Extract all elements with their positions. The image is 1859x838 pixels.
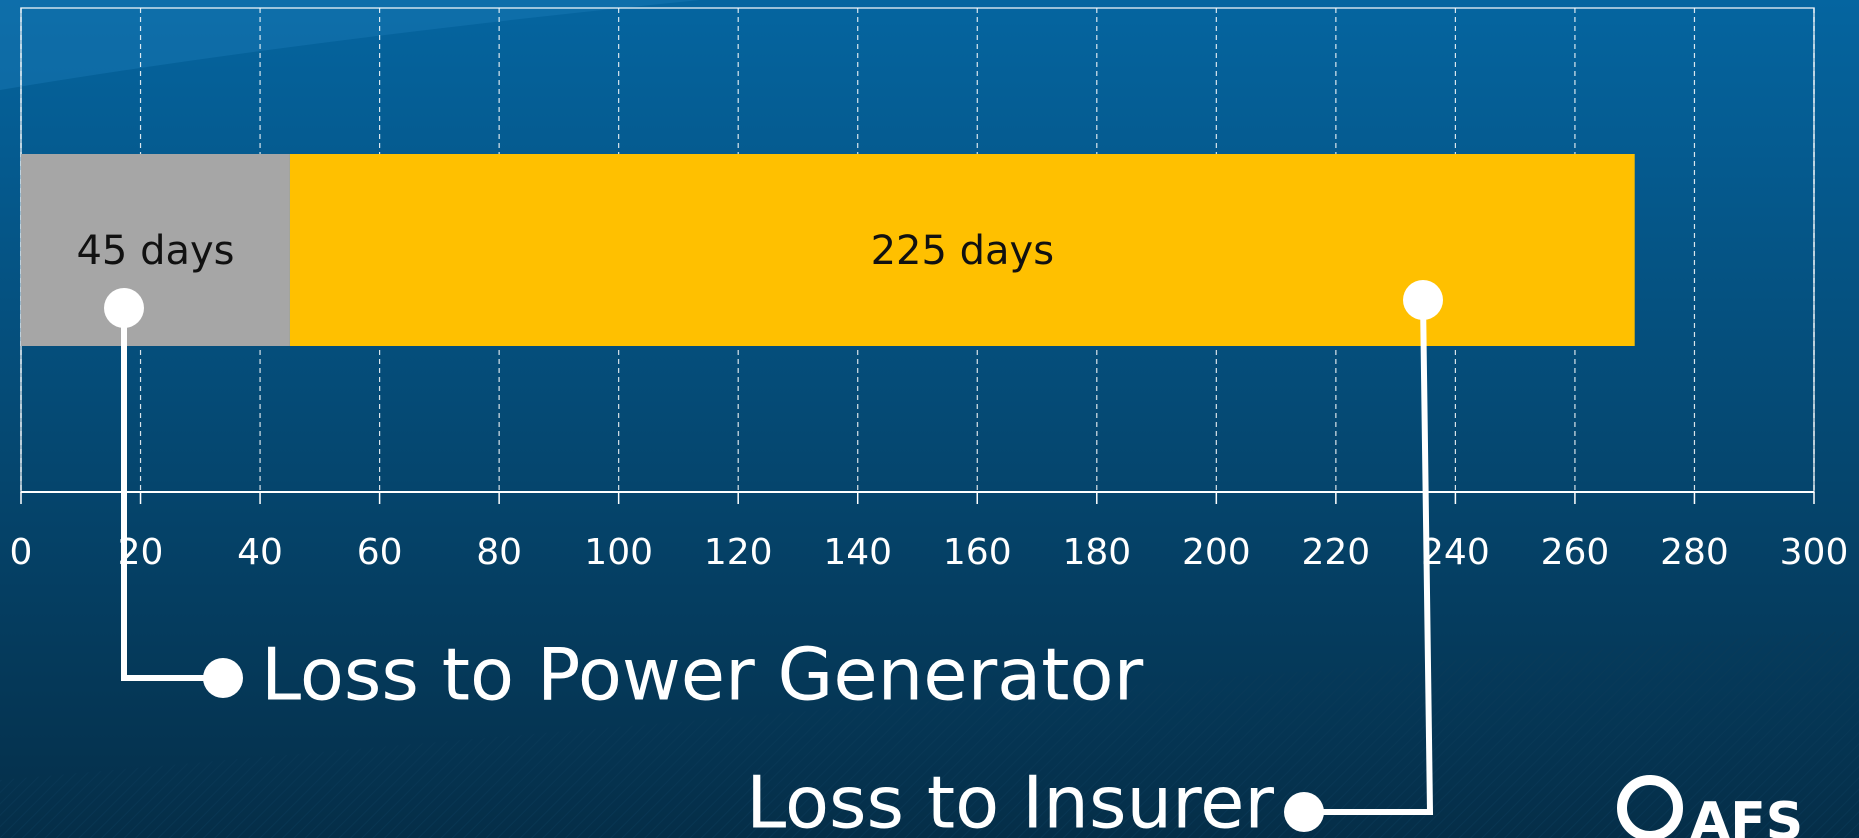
x-tick-label: 220: [1302, 532, 1371, 573]
data-label: 225 days: [871, 228, 1054, 274]
bar-segment: [21, 154, 290, 346]
logo-text: AFS: [1690, 792, 1803, 838]
x-tick-label: 40: [237, 532, 283, 573]
callout-line: [1304, 299, 1434, 815]
x-tick-label: 180: [1062, 532, 1131, 573]
logo-mark: [1617, 775, 1683, 838]
x-tick-label: 160: [943, 532, 1012, 573]
x-tick-label: 80: [476, 532, 522, 573]
callout-dot: [203, 658, 243, 698]
annotation: Loss to Insurer: [746, 761, 1274, 838]
x-tick-label: 120: [704, 532, 773, 573]
background-wedge: [0, 0, 700, 90]
callout-line: [121, 308, 223, 681]
callout-dot: [1403, 280, 1443, 320]
x-tick-label: 240: [1421, 532, 1490, 573]
x-tick-label: 100: [584, 532, 653, 573]
x-tick-label: 200: [1182, 532, 1251, 573]
callout-dot: [1284, 792, 1324, 832]
callout-dot: [104, 288, 144, 328]
logo: AFS: [1617, 775, 1803, 838]
x-tick-label: 300: [1780, 532, 1849, 573]
annotation: Loss to Power Generator: [261, 633, 1144, 717]
x-tick-label: 0: [10, 532, 33, 573]
x-tick-label: 140: [823, 532, 892, 573]
background-hatch: [0, 630, 1859, 838]
data-label: 45 days: [76, 228, 234, 274]
x-tick-label: 260: [1541, 532, 1610, 573]
x-tick-label: 280: [1660, 532, 1729, 573]
x-tick-label: 60: [357, 532, 403, 573]
